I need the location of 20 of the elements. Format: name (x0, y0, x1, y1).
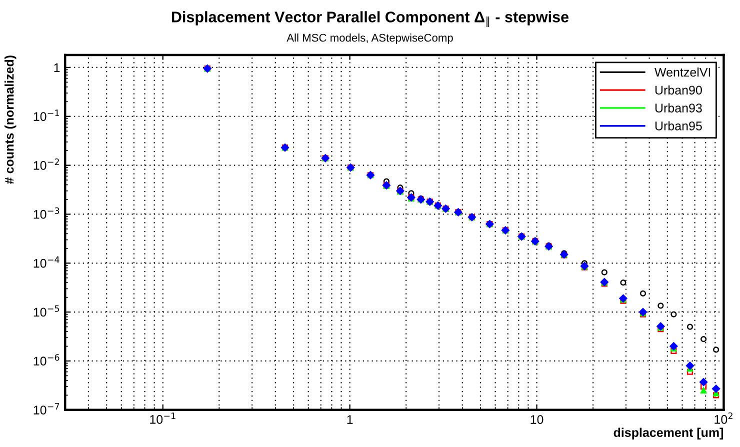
y-tick-label: 10$^{−2}$ (34, 158, 59, 170)
x-tick-label: 1 (347, 415, 353, 424)
x-tick-label: 10 (530, 415, 544, 424)
y-tick-label: 10$^{−6}$ (34, 354, 60, 366)
legend-label: WentzelVI (654, 67, 710, 77)
y-axis-title: # counts (normalized) (4, 56, 16, 184)
y-tick-label: 1 (54, 63, 60, 72)
legend-label: Urban93 (655, 103, 702, 112)
x-axis-title: displacement [um] (614, 428, 724, 440)
y-tick-label: 10$^{−1}$ (34, 110, 59, 121)
x-tick-label: 10$^{−1}$ (150, 412, 176, 424)
x-tick-label: 10$^{2}$ (714, 412, 732, 424)
y-tick-label: 10$^{−7}$ (34, 403, 60, 414)
legend-label: Urban95 (655, 121, 702, 130)
y-tick-label: 10$^{−3}$ (34, 207, 60, 219)
legend-label: Urban90 (655, 85, 702, 95)
y-tick-label: 10$^{−5}$ (34, 305, 60, 317)
chart-subtitle: All MSC models, AStepwiseComp (286, 34, 453, 44)
chart-title: Displacement Vector Parallel Component Δ$_{∥}$ - stepwise (172, 11, 569, 28)
y-tick-label: 10$^{−4}$ (34, 256, 60, 268)
